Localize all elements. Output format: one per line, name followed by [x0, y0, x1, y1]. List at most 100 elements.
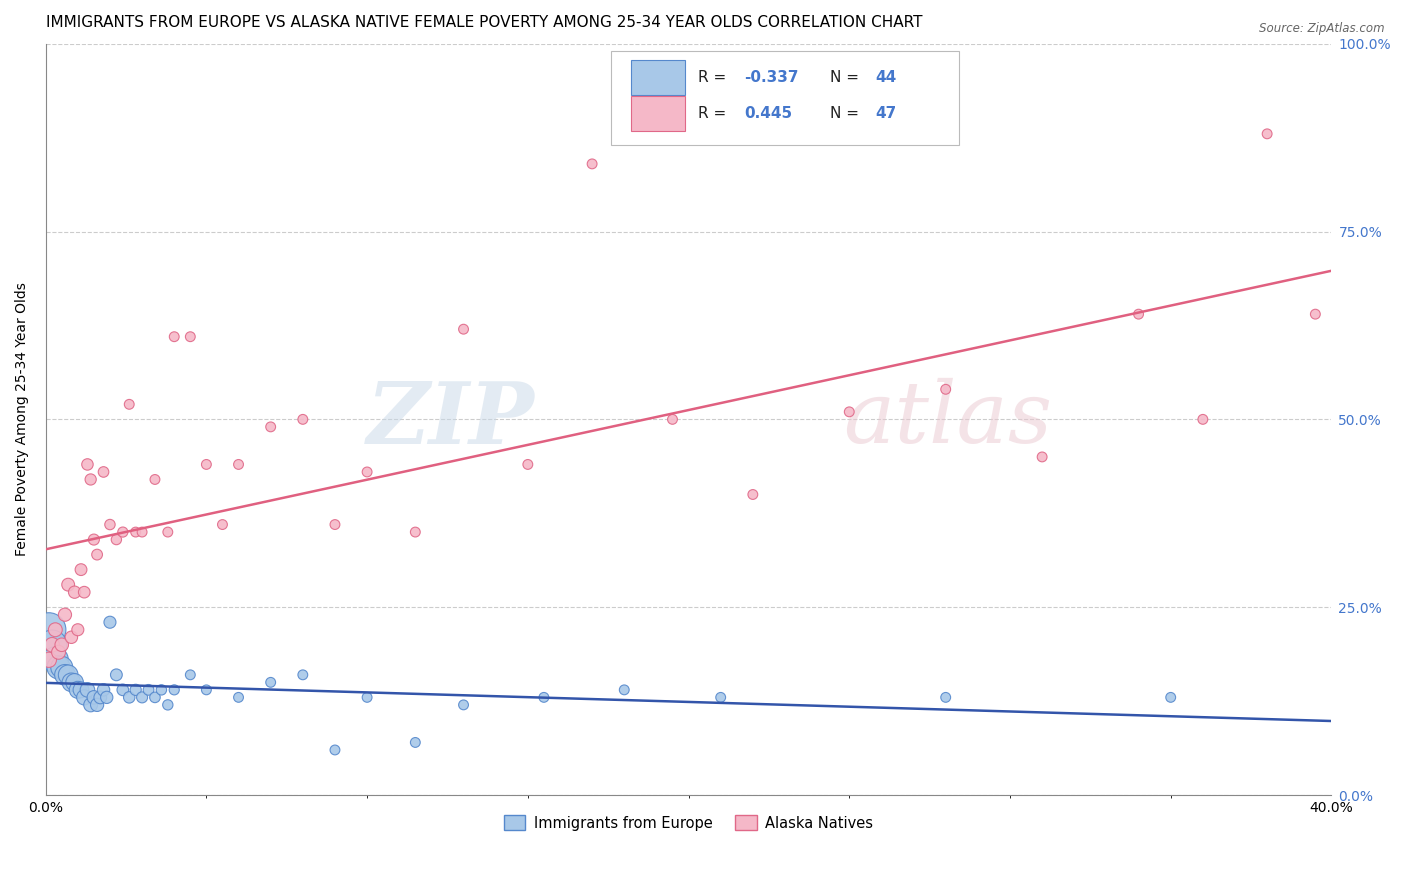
Point — [323, 517, 346, 532]
Point — [60, 675, 83, 690]
Point — [83, 533, 105, 547]
Point — [138, 682, 160, 697]
Point — [131, 690, 153, 705]
Point — [41, 638, 63, 652]
Y-axis label: Female Poverty Among 25-34 Year Olds: Female Poverty Among 25-34 Year Olds — [15, 283, 30, 557]
Point — [741, 487, 763, 501]
Point — [453, 698, 475, 712]
Point — [1031, 450, 1053, 464]
Text: N =: N = — [830, 106, 863, 121]
FancyBboxPatch shape — [631, 96, 685, 131]
Point — [118, 397, 141, 411]
Point — [66, 623, 89, 637]
FancyBboxPatch shape — [631, 60, 685, 95]
Text: 44: 44 — [875, 70, 896, 85]
Point — [93, 465, 115, 479]
Point — [516, 458, 538, 472]
Point — [260, 675, 283, 690]
Point — [73, 585, 96, 599]
Text: IMMIGRANTS FROM EUROPE VS ALASKA NATIVE FEMALE POVERTY AMONG 25-34 YEAR OLDS COR: IMMIGRANTS FROM EUROPE VS ALASKA NATIVE … — [45, 15, 922, 30]
Point — [228, 458, 250, 472]
Point — [56, 668, 79, 682]
Point — [1128, 307, 1150, 321]
Point — [79, 473, 101, 487]
Text: atlas: atlas — [842, 378, 1052, 460]
Text: 0.445: 0.445 — [744, 106, 792, 121]
Point — [38, 623, 60, 637]
Point — [179, 668, 201, 682]
Point — [86, 698, 108, 712]
Point — [60, 630, 83, 644]
Point — [1160, 690, 1182, 705]
Point — [935, 690, 957, 705]
Point — [291, 412, 314, 426]
Point — [356, 690, 378, 705]
Point — [70, 682, 93, 697]
Point — [51, 638, 73, 652]
Point — [131, 524, 153, 539]
Point — [73, 690, 96, 705]
Point — [150, 682, 173, 697]
Text: ZIP: ZIP — [367, 377, 534, 461]
Point — [89, 690, 111, 705]
Point — [143, 690, 166, 705]
Point — [1192, 412, 1215, 426]
Point — [533, 690, 555, 705]
Point — [156, 698, 179, 712]
Point — [291, 668, 314, 682]
Legend: Immigrants from Europe, Alaska Natives: Immigrants from Europe, Alaska Natives — [498, 810, 879, 837]
Point — [63, 585, 86, 599]
Point — [111, 524, 134, 539]
Point — [179, 329, 201, 343]
Point — [53, 607, 76, 622]
Point — [86, 548, 108, 562]
Point — [44, 653, 66, 667]
FancyBboxPatch shape — [612, 51, 959, 145]
Text: Source: ZipAtlas.com: Source: ZipAtlas.com — [1260, 22, 1385, 36]
Point — [76, 682, 98, 697]
Point — [98, 517, 121, 532]
Point — [143, 473, 166, 487]
Text: N =: N = — [830, 70, 863, 85]
Point — [98, 615, 121, 630]
Point — [260, 420, 283, 434]
Point — [1256, 127, 1278, 141]
Point — [163, 682, 186, 697]
Point — [323, 743, 346, 757]
Text: 47: 47 — [875, 106, 896, 121]
Point — [93, 682, 115, 697]
Point — [453, 322, 475, 336]
Point — [51, 660, 73, 674]
Point — [163, 329, 186, 343]
Point — [356, 465, 378, 479]
Point — [105, 533, 128, 547]
Text: -0.337: -0.337 — [744, 70, 799, 85]
Point — [70, 563, 93, 577]
Point — [710, 690, 733, 705]
Point — [53, 668, 76, 682]
Point — [1305, 307, 1327, 321]
Point — [38, 653, 60, 667]
Point — [118, 690, 141, 705]
Point — [96, 690, 118, 705]
Point — [83, 690, 105, 705]
Point — [124, 524, 146, 539]
Point — [195, 458, 218, 472]
Point — [195, 682, 218, 697]
Point — [44, 623, 66, 637]
Point — [228, 690, 250, 705]
Point — [613, 682, 636, 697]
Point — [124, 682, 146, 697]
Text: R =: R = — [697, 106, 735, 121]
Point — [156, 524, 179, 539]
Point — [56, 577, 79, 591]
Point — [63, 675, 86, 690]
Point — [48, 645, 70, 659]
Point — [404, 735, 426, 749]
Point — [66, 682, 89, 697]
Point — [935, 382, 957, 396]
Point — [41, 638, 63, 652]
Text: R =: R = — [697, 70, 731, 85]
Point — [48, 660, 70, 674]
Point — [838, 405, 860, 419]
